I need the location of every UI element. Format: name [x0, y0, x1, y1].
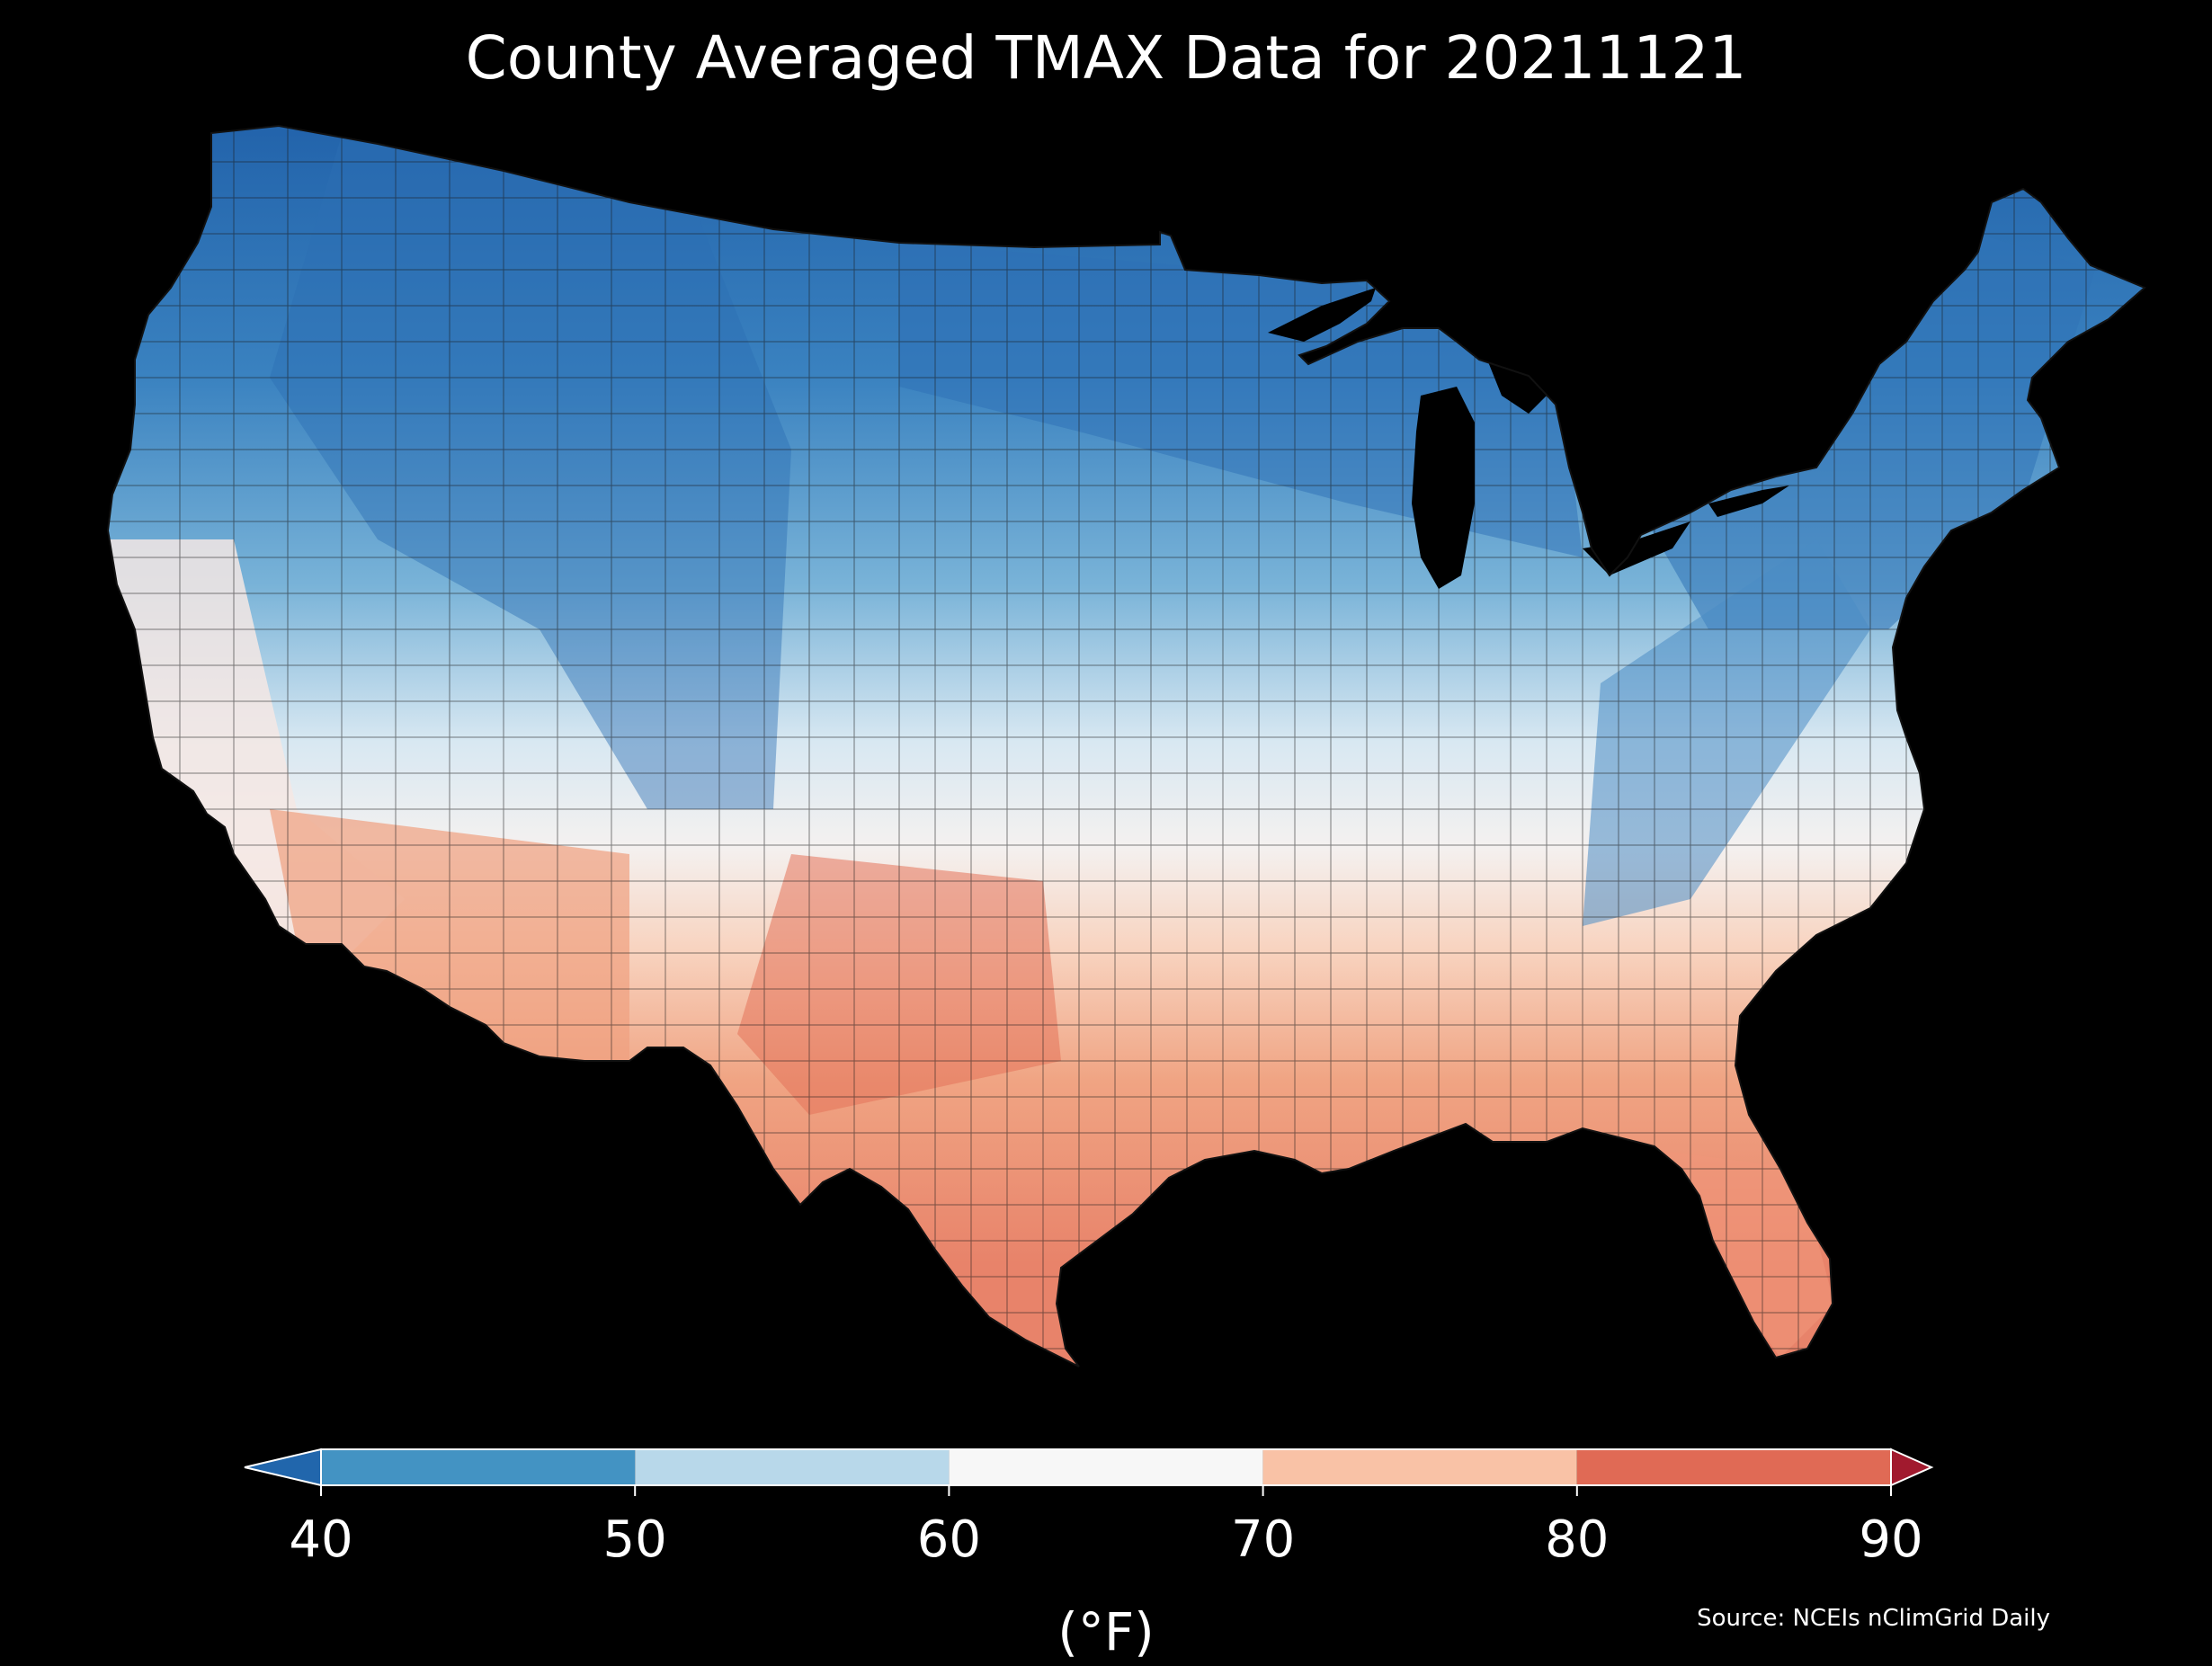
colorbar-tick-label-50: 50	[602, 1510, 667, 1569]
great-lakes	[1268, 288, 1789, 589]
colorbar-bins	[321, 1449, 1891, 1485]
colorbar-tick-label-40: 40	[289, 1510, 353, 1569]
colorbar-under-arrow	[244, 1448, 322, 1487]
colorbar-bin-70-80	[1262, 1449, 1577, 1485]
colorbar-unit-label: (°F)	[1057, 1601, 1155, 1662]
colorbar-bin-80-90	[1576, 1449, 1891, 1485]
colorbar-tick-label-90: 90	[1859, 1510, 1923, 1569]
colorbar-frame	[320, 1448, 1892, 1486]
colorbar-tick-label-70: 70	[1230, 1510, 1296, 1569]
colorbar-bin-60-70	[949, 1449, 1263, 1485]
us-outline	[106, 124, 2146, 1368]
colorbar-tick-label-60: 60	[916, 1510, 982, 1569]
colorbar-over-arrow	[1890, 1448, 1934, 1487]
map-title: County Averaged TMAX Data for 20211121	[465, 23, 1747, 93]
source-note: Source: NCEIs nClimGrid Daily	[1697, 1605, 2050, 1632]
colorbar-bin-50-60	[635, 1449, 950, 1485]
colorbar-ticks	[320, 1485, 1892, 1496]
colorbar-bin-40-50	[321, 1449, 636, 1485]
colorbar-tick-label-80: 80	[1545, 1510, 1610, 1569]
